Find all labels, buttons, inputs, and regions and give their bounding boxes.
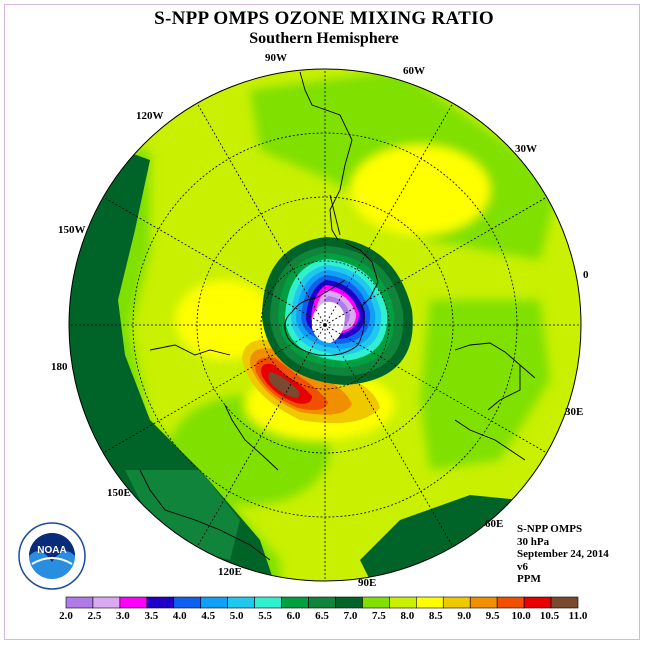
colorbar-tick-label: 4.5 [201,610,215,622]
colorbar-box [281,596,309,609]
info-instrument: S-NPP OMPS [517,523,583,535]
info-date: September 24, 2014 [517,548,609,560]
colorbar-tick-label: 8.0 [400,610,414,622]
product-info: S-NPP OMPS 30 hPa September 24, 2014 v6 … [517,523,609,586]
colorbar-tick-label: 7.0 [344,610,358,622]
lon-label-90w: 90W [265,52,287,64]
colorbar-tick-label: 7.5 [372,610,386,622]
colorbar-tick-label: 9.0 [457,610,471,622]
noaa-logo: NOAA [18,522,86,590]
lon-label-120e: 120E [218,566,242,578]
contour-8.5-west [175,280,275,360]
colorbar-tick-label: 10.0 [511,610,531,622]
colorbar-ticks: 2.0 2.5 3.0 3.5 4.0 4.5 5.0 5.5 6.0 6.5 7.0 7.5 8.0 8… [59,610,588,622]
lon-label-120w: 120W [136,110,164,122]
contour-6.5-patch [125,470,240,560]
colorbar-tick-label: 6.0 [287,610,301,622]
colorbar-tick-label: 4.0 [173,610,187,622]
colorbar-box [173,596,202,609]
colorbar-tick-label: 3.5 [144,610,158,622]
colorbar-box [65,596,94,609]
colorbar-box [92,596,121,609]
colorbar-box [389,596,417,609]
south-pole-marker [323,323,327,327]
contour-7.5-east [420,300,550,470]
info-version: v6 [517,560,528,573]
colorbar-tick-label: 5.0 [230,610,244,622]
lon-label-60e: 60E [485,518,503,530]
info-units: PPM [517,573,541,585]
figure-title: S-NPP OMPS OZONE MIXING RATIO [154,8,494,29]
colorbar-box [200,596,228,609]
lon-label-180: 180 [51,361,68,373]
map-edge [68,68,582,582]
lon-label-30e: 30E [565,406,583,418]
colorbar-tick-label: 2.5 [88,610,102,622]
colorbar-tick-label: 6.5 [315,610,329,622]
colorbar-tick-label: 5.5 [258,610,272,622]
noaa-logo-text: NOAA [37,545,66,556]
figure-subtitle: Southern Hemisphere [249,30,399,47]
lon-label-0: 0 [583,269,589,281]
colorbar-tick-label: 9.5 [486,610,500,622]
longitude-labels: 0 30E 60E 90E 120E 150E 180 150W 120W 90… [51,52,589,589]
colorbar-box [308,596,336,609]
lon-label-150w: 150W [58,224,86,236]
colorbar-box [496,596,525,609]
figure-border [4,4,640,640]
colorbar-tick-label: 8.5 [429,610,443,622]
colorbar-box [469,596,498,609]
graticule [69,69,581,581]
colorbar-box [146,596,175,609]
colorbar-tick-label: 2.0 [59,610,73,622]
colorbar-box [523,596,552,609]
colorbar-tick-label: 10.5 [540,610,560,622]
ozone-field [69,69,581,581]
colorbar-boxes [65,596,579,609]
coastlines [139,71,536,561]
colorbar-tick-label: 3.0 [116,610,130,622]
lon-label-90e: 90E [358,577,376,589]
contour-8.5-north [350,145,490,235]
lon-label-150e: 150E [107,487,131,499]
colorbar-box [550,596,579,609]
contour-11.0 [268,372,300,398]
lon-label-30w: 30W [515,143,537,155]
colorbar-box [119,596,148,609]
colorbar-box [335,596,363,609]
colorbar-box [254,596,282,609]
colorbar-tick-label: 11.0 [569,610,588,622]
colorbar-box [362,596,390,609]
colorbar-box [442,596,471,609]
info-level: 30 hPa [517,535,550,548]
colorbar-box [416,596,444,609]
lon-label-60w: 60W [403,65,425,77]
colorbar-box [227,596,255,609]
